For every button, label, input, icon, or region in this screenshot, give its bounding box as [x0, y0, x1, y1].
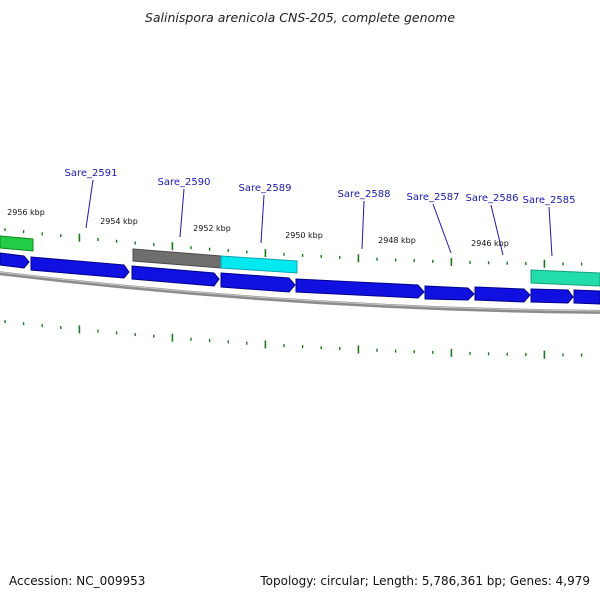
gene-label-sare-2590: Sare_2590	[158, 177, 211, 188]
scale-label: 2950 kbp	[285, 231, 323, 240]
leader-sare-2586	[490, 204, 504, 256]
scale-label: 2948 kbp	[378, 236, 416, 245]
gene-label-sare-2587: Sare_2587	[407, 192, 460, 203]
gene-label-sare-2586: Sare_2586	[466, 193, 519, 204]
cyan-feature	[220, 255, 298, 274]
map-title: Salinispora arenicola CNS-205, complete …	[144, 10, 456, 25]
scale-ticks-upper	[4, 228, 583, 268]
scale-label: 2946 kbp	[471, 239, 509, 248]
scale-label: 2954 kbp	[100, 217, 138, 226]
scale-ticks-lower	[4, 320, 583, 359]
scale-label: 2956 kbp	[7, 208, 45, 217]
gene-arrow-sare-2592[interactable]	[0, 252, 30, 269]
gene-arrow-sare-2589[interactable]	[220, 272, 296, 293]
leader-sare-2590	[179, 188, 185, 238]
genome-backbone-highlight	[0, 271, 600, 312]
leader-sare-2588	[361, 200, 365, 250]
gene-arrow-sare-2584[interactable]	[573, 289, 600, 305]
gene-arrow-sare-2586[interactable]	[474, 286, 531, 303]
gene-arrow-sare-2587[interactable]	[424, 285, 475, 301]
green-feature	[0, 235, 34, 252]
gene-label-sare-2591: Sare_2591	[65, 168, 118, 179]
gene-label-sare-2585: Sare_2585	[523, 195, 576, 206]
gray-feature	[132, 248, 222, 269]
gene-arrow-sare-2585[interactable]	[530, 288, 574, 304]
accession-label: Accession: NC_009953	[9, 574, 146, 588]
teal-feature	[530, 269, 600, 287]
gene-arrow-sare-2588[interactable]	[295, 278, 425, 299]
gene-label-sare-2589: Sare_2589	[239, 183, 292, 194]
genome-summary-label: Topology: circular; Length: 5,786,361 bp…	[260, 574, 590, 588]
gene-label-sare-2588: Sare_2588	[338, 189, 391, 200]
leader-sare-2587	[432, 203, 452, 254]
gene-arrow-sare-2591[interactable]	[30, 256, 130, 279]
scale-label: 2952 kbp	[193, 224, 231, 233]
gene-arrow-sare-2590[interactable]	[131, 265, 220, 287]
genome-backbone	[0, 271, 600, 314]
leader-sare-2589	[260, 194, 265, 244]
leader-sare-2591	[85, 179, 94, 229]
leader-sare-2585	[548, 206, 553, 257]
